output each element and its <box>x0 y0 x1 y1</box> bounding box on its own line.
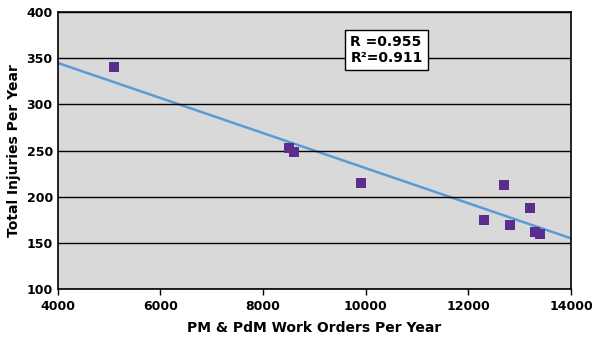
Point <box>505 222 514 227</box>
X-axis label: PM & PdM Work Orders Per Year: PM & PdM Work Orders Per Year <box>187 321 442 335</box>
Point <box>525 205 535 211</box>
Text: R =0.955
R²=0.911: R =0.955 R²=0.911 <box>350 35 423 65</box>
Point <box>536 231 545 237</box>
Point <box>356 180 365 186</box>
Point <box>530 229 540 235</box>
Point <box>109 65 119 70</box>
Point <box>479 217 488 223</box>
Point <box>284 145 293 150</box>
Y-axis label: Total Injuries Per Year: Total Injuries Per Year <box>7 64 21 237</box>
Point <box>289 150 299 155</box>
Point <box>500 182 509 187</box>
